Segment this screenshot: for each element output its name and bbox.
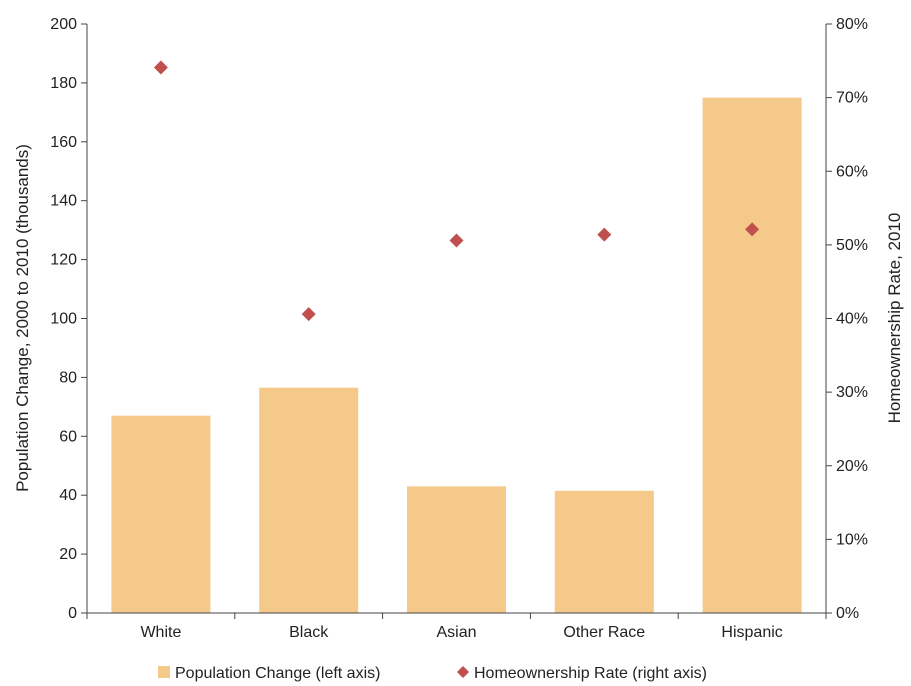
legend: Population Change (left axis) Homeowners… [158, 665, 707, 682]
right-axis-title: Homeownership Rate, 2010 [885, 213, 904, 424]
right-tick-label: 70% [836, 90, 868, 107]
x-axis-ticks: White Black Asian Other Race Hispanic [86, 613, 827, 641]
right-tick-label: 50% [836, 237, 868, 254]
right-tick-label: 30% [836, 384, 868, 401]
left-tick-label: 20 [59, 546, 77, 563]
bar-other-race [554, 490, 654, 613]
x-tick-label-black: Black [289, 624, 329, 641]
right-tick-label: 10% [836, 531, 868, 548]
legend-swatch-homeownership-rate [457, 666, 469, 678]
x-tick-label-hispanic: Hispanic [721, 624, 782, 641]
left-axis-title: Population Change, 2000 to 2010 (thousan… [13, 144, 32, 492]
x-tick-label-asian: Asian [436, 624, 476, 641]
left-tick-label: 180 [50, 75, 77, 92]
right-tick-label: 60% [836, 163, 868, 180]
left-tick-label: 80 [59, 369, 77, 386]
left-tick-label: 160 [50, 134, 77, 151]
bar-hispanic [702, 97, 802, 613]
left-tick-label: 40 [59, 487, 77, 504]
right-tick-label: 0% [836, 605, 859, 622]
left-tick-label: 0 [68, 605, 77, 622]
marker-asian [449, 233, 464, 248]
right-tick-label: 20% [836, 458, 868, 475]
legend-label-population-change: Population Change (left axis) [175, 665, 380, 682]
x-tick-label-other-race: Other Race [563, 624, 645, 641]
right-tick-label: 80% [836, 16, 868, 33]
left-tick-label: 200 [50, 16, 77, 33]
marker-hispanic [745, 222, 760, 237]
marker-other-race [597, 227, 612, 242]
marker-black [301, 307, 316, 322]
x-tick-label-white: White [140, 624, 181, 641]
bar-black [259, 387, 359, 613]
bar-asian [406, 486, 507, 613]
legend-swatch-population-change [158, 666, 170, 678]
marker-series-group [153, 60, 760, 322]
right-tick-label: 40% [836, 311, 868, 328]
left-tick-label: 120 [50, 252, 77, 269]
left-tick-label: 140 [50, 193, 77, 210]
marker-white [153, 60, 168, 75]
left-tick-label: 60 [59, 428, 77, 445]
right-axis-ticks: 0% 10% 20% 30% 40% 50% 60% 70% 80% [826, 16, 868, 622]
bar-series-group [111, 97, 802, 613]
left-tick-label: 100 [50, 311, 77, 328]
left-axis-ticks: 0 20 40 60 80 100 120 140 160 180 200 [50, 16, 87, 622]
bar-white [111, 415, 211, 613]
legend-label-homeownership-rate: Homeownership Rate (right axis) [474, 665, 707, 682]
